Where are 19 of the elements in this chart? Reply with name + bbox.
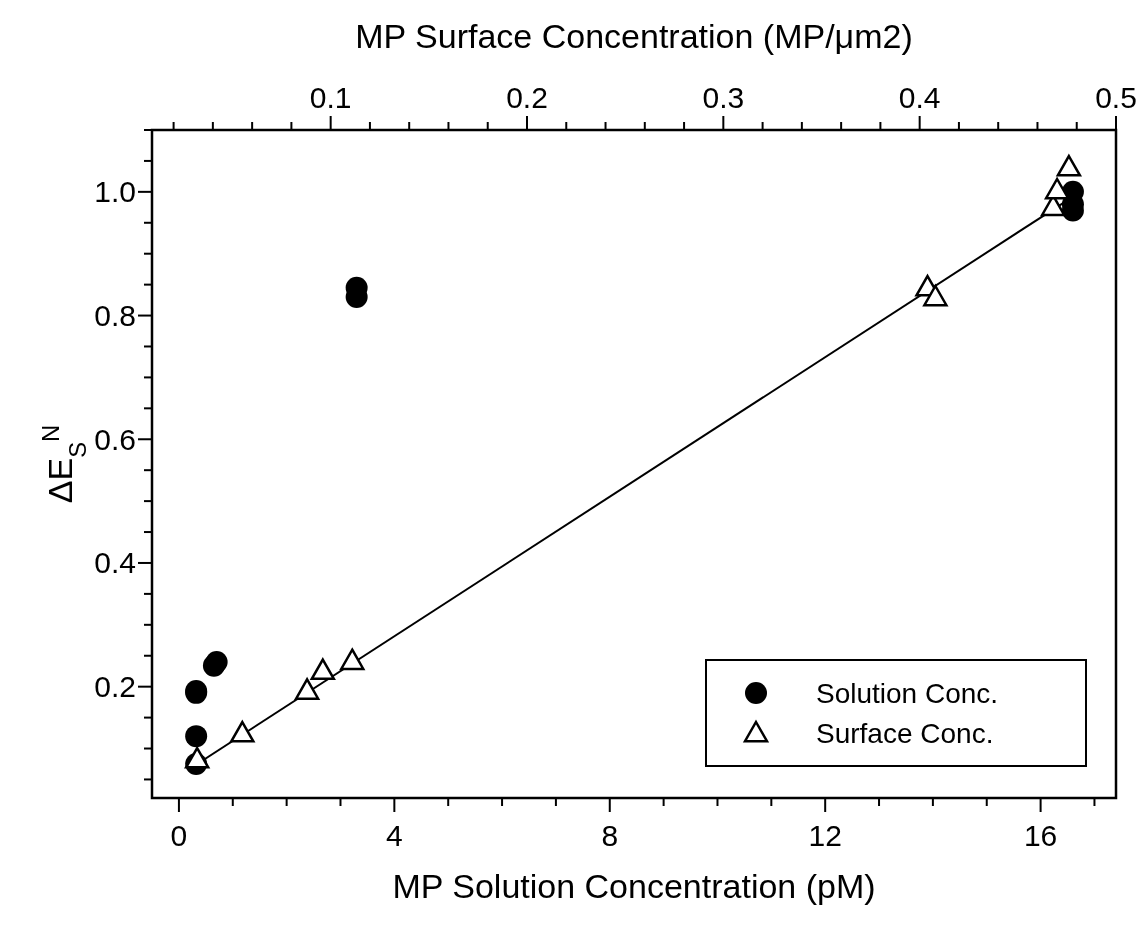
y-tick-label: 0.4 — [94, 546, 136, 580]
x2-tick-label: 0.1 — [309, 81, 352, 114]
x-tick-label: 12 — [808, 819, 842, 852]
x2-tick-label: 0.4 — [898, 81, 941, 114]
x-tick-label: 16 — [1023, 819, 1058, 852]
y-tick-label: 1.0 — [94, 175, 136, 209]
legend-label: Surface Conc. — [816, 717, 994, 749]
x-tick-label: 0 — [170, 819, 188, 852]
x2-tick-label: 0.5 — [1095, 81, 1137, 114]
y-tick-label: 0.2 — [94, 670, 136, 704]
x2-axis-title: MP Surface Concentration (MP/μm2) — [355, 17, 913, 55]
x2-tick-label: 0.2 — [506, 81, 548, 114]
x-axis-title: MP Solution Concentration (pM) — [392, 867, 876, 905]
y-tick-label: 0.6 — [94, 422, 136, 456]
legend-label: Solution Conc. — [816, 677, 999, 709]
x-tick-label: 8 — [601, 819, 619, 852]
y-tick-label: 0.8 — [94, 299, 136, 333]
x-tick-label: 4 — [386, 819, 403, 852]
x2-tick-label: 0.3 — [702, 81, 745, 114]
